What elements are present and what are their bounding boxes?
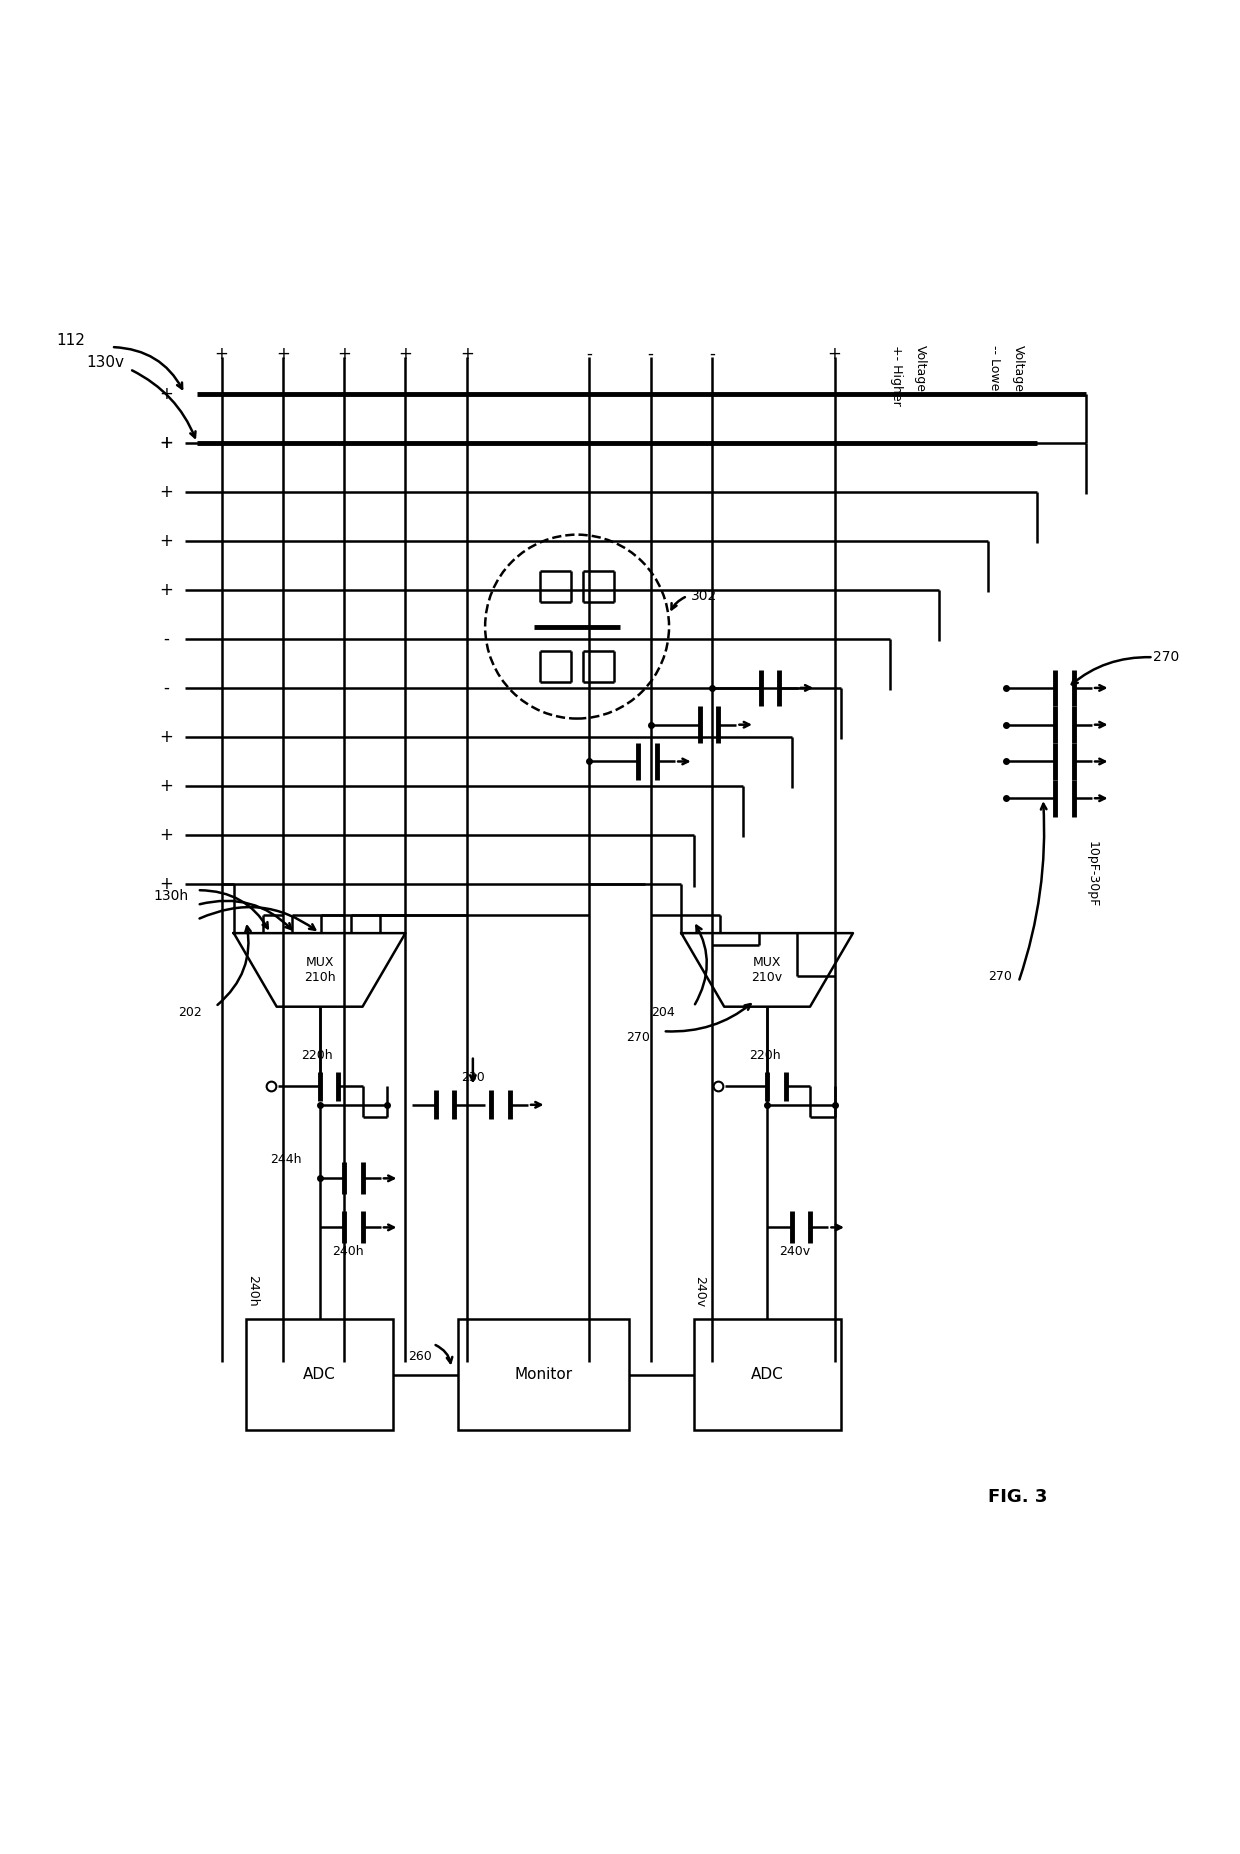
Text: +: +: [215, 345, 228, 363]
Text: MUX
210h: MUX 210h: [304, 957, 335, 984]
Text: FIG. 3: FIG. 3: [988, 1489, 1048, 1505]
Text: 112: 112: [56, 334, 84, 349]
Text: 270: 270: [988, 970, 1012, 983]
Text: 230: 230: [461, 1072, 485, 1085]
Text: +: +: [160, 729, 174, 745]
Text: 240h: 240h: [332, 1246, 363, 1259]
Text: 244h: 244h: [270, 1153, 303, 1166]
Text: 130v: 130v: [87, 356, 125, 371]
Text: -: -: [647, 345, 653, 363]
Text: -: -: [164, 630, 170, 647]
Text: +: +: [160, 434, 174, 452]
Text: 204: 204: [651, 1007, 675, 1020]
Text: +: +: [337, 345, 351, 363]
Text: 302: 302: [691, 590, 718, 603]
Text: 240v: 240v: [693, 1276, 707, 1307]
Text: +: +: [160, 434, 174, 452]
Text: +: +: [160, 482, 174, 501]
Text: +: +: [827, 345, 842, 363]
Text: 220h: 220h: [301, 1049, 332, 1062]
Text: +: +: [160, 827, 174, 844]
Text: +: +: [160, 532, 174, 551]
Text: +: +: [160, 777, 174, 795]
Text: 240v: 240v: [780, 1246, 811, 1259]
Text: +: +: [460, 345, 474, 363]
Text: Voltage: Voltage: [914, 345, 928, 391]
Text: 270: 270: [1153, 651, 1179, 664]
Text: +- Higher: +- Higher: [890, 345, 903, 406]
Text: 202: 202: [179, 1007, 202, 1020]
Text: -: -: [164, 679, 170, 697]
Text: -: -: [709, 345, 715, 363]
Text: +: +: [160, 875, 174, 894]
Text: +: +: [398, 345, 413, 363]
Text: ADC: ADC: [304, 1366, 336, 1381]
Text: 240h: 240h: [246, 1276, 259, 1307]
Text: -- Lower: -- Lower: [988, 345, 1001, 395]
Text: +: +: [160, 384, 174, 402]
Text: Voltage: Voltage: [1012, 345, 1025, 391]
Text: -: -: [587, 345, 593, 363]
Text: 10pF-30pF: 10pF-30pF: [1086, 842, 1099, 907]
Text: +: +: [275, 345, 290, 363]
Text: 220h: 220h: [749, 1049, 780, 1062]
Text: Monitor: Monitor: [515, 1366, 573, 1381]
Text: ADC: ADC: [750, 1366, 784, 1381]
Text: 270: 270: [626, 1031, 650, 1044]
Text: MUX
210v: MUX 210v: [751, 957, 782, 984]
Text: +: +: [160, 580, 174, 599]
Text: 260: 260: [408, 1350, 433, 1363]
Text: 130h: 130h: [154, 890, 188, 903]
